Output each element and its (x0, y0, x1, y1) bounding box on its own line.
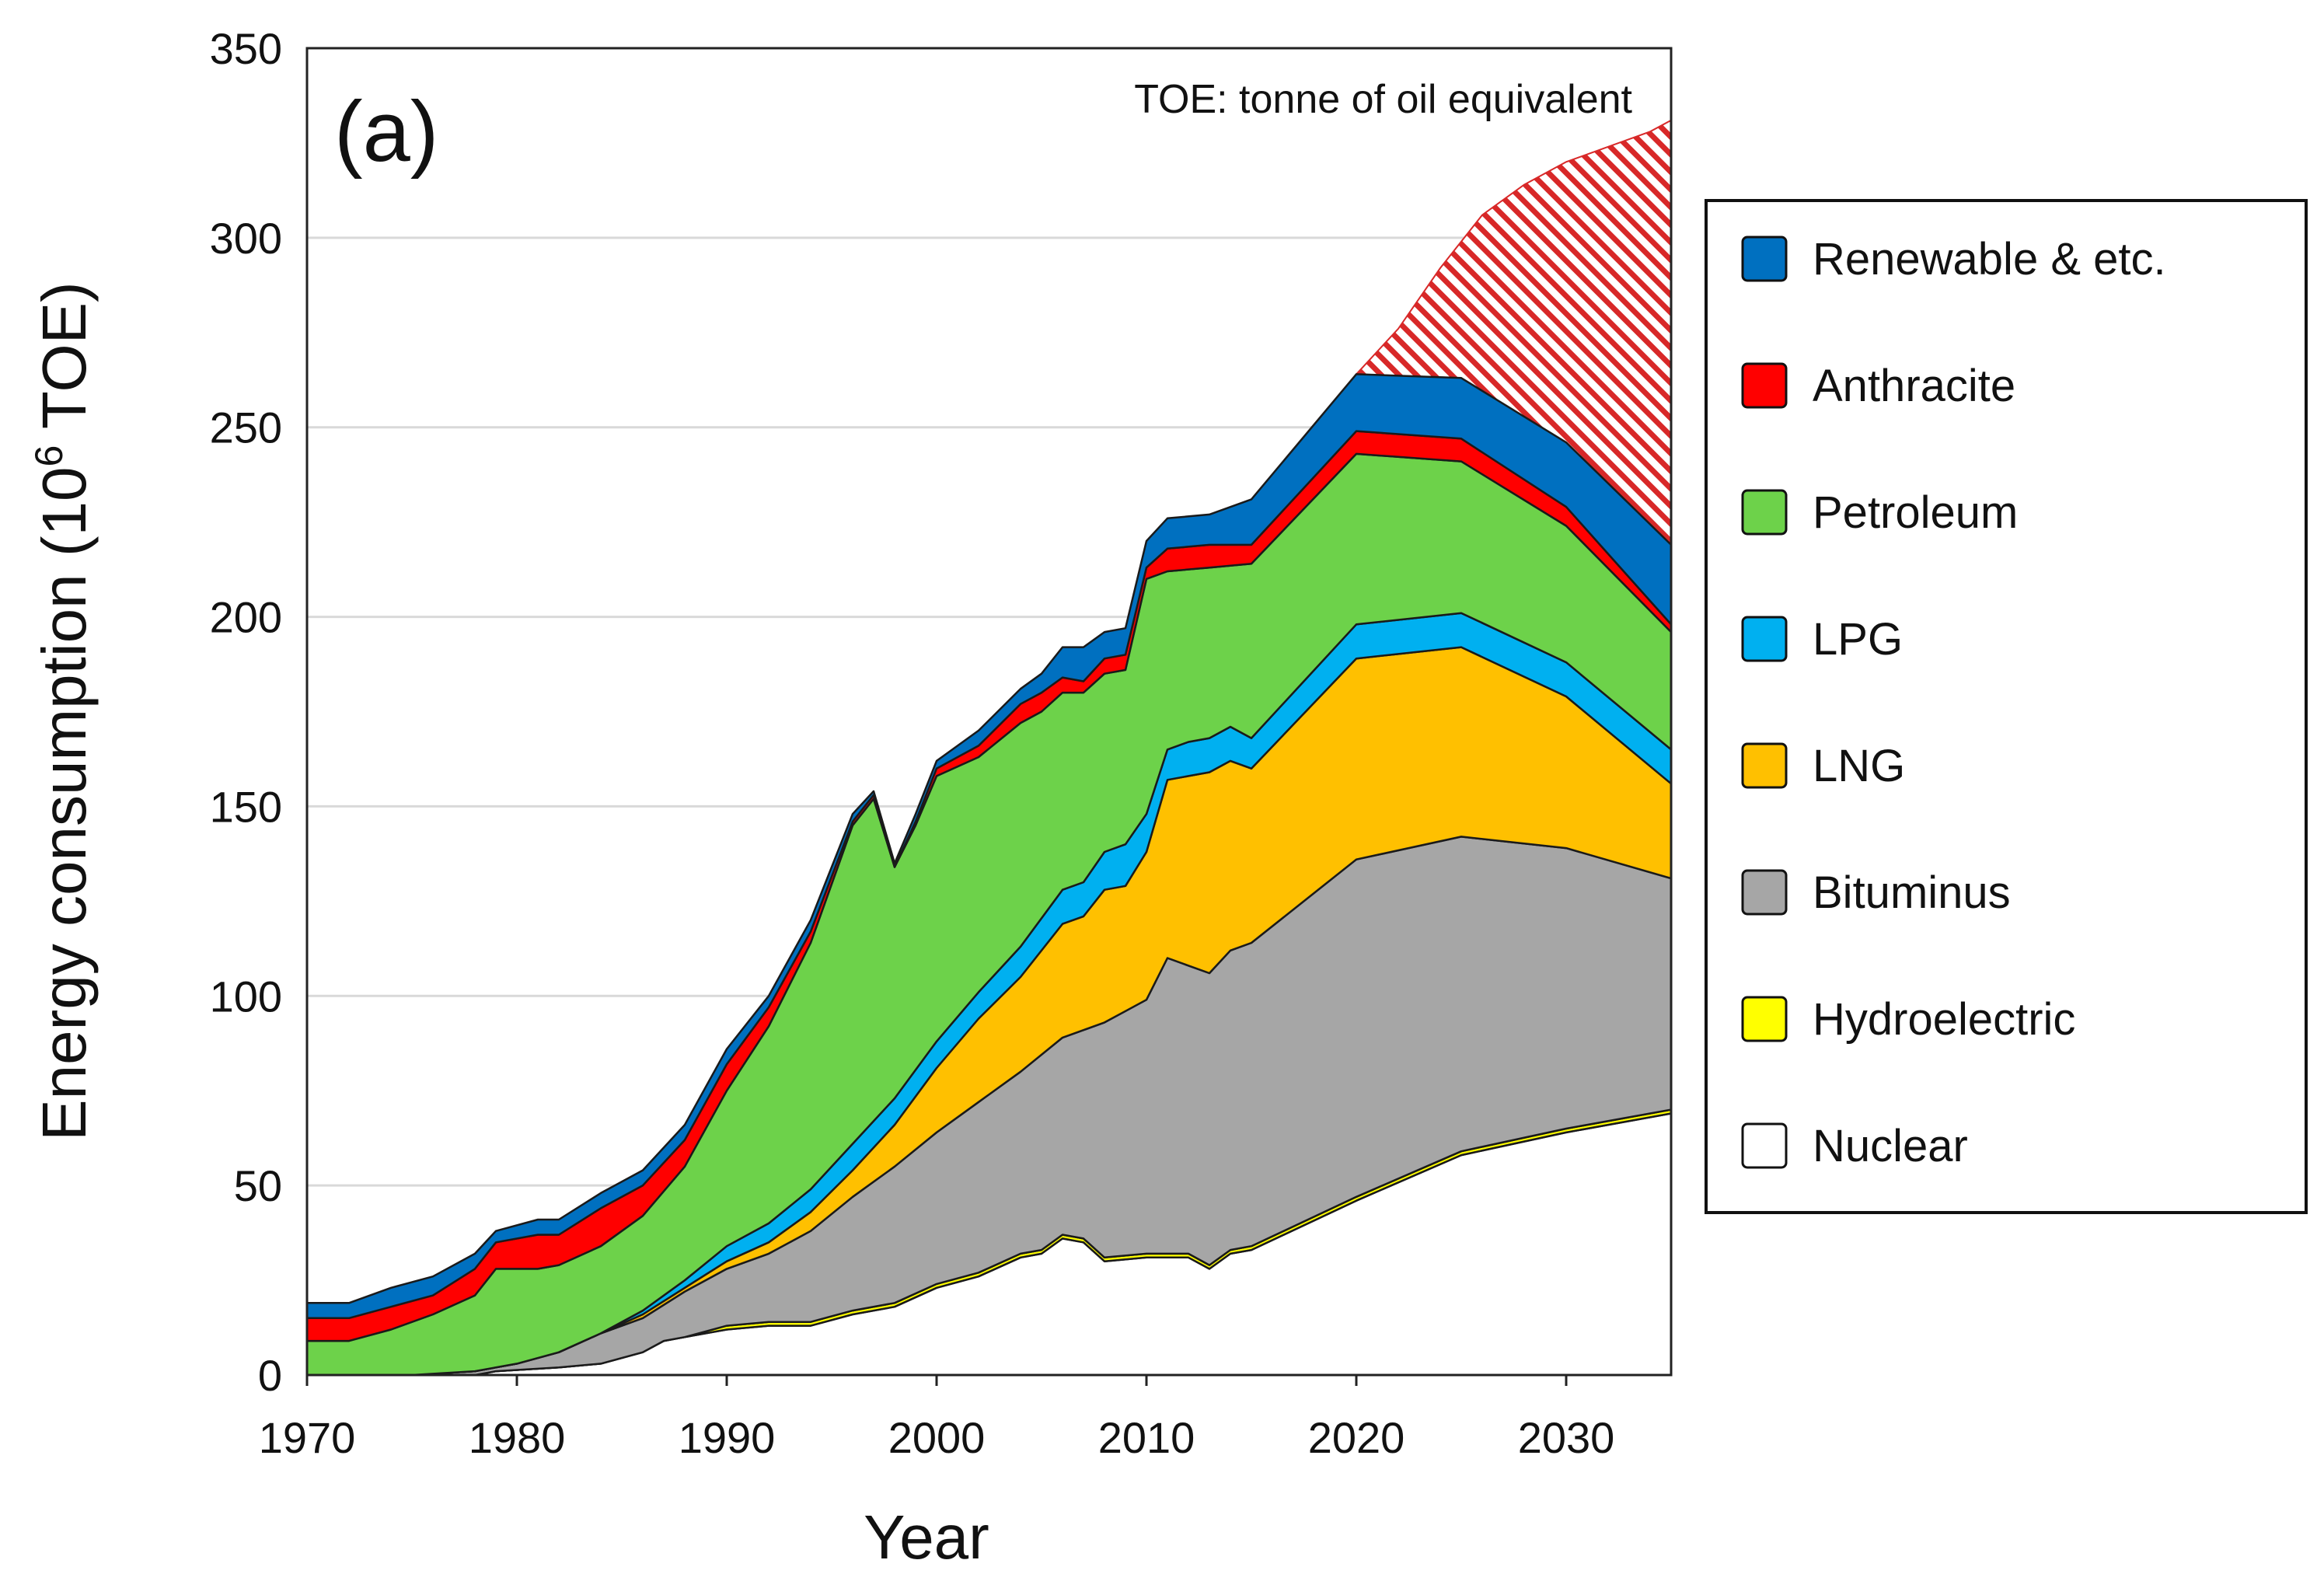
x-tick-2010: 2010 (1098, 1413, 1195, 1462)
plot-frame (305, 47, 1673, 1377)
y-tick-50: 50 (234, 1161, 282, 1210)
legend-box (1705, 199, 2308, 1214)
y-axis-title-tail: TOE) (30, 281, 99, 445)
x-tick-1970: 1970 (259, 1413, 356, 1462)
legend: Renewable & etc. Anthracite Petroleum LPG LN… (1705, 199, 2308, 1214)
area-renewable-etc (307, 373, 1671, 1320)
legend-swatch-lpg (1741, 616, 1788, 662)
legend-label-lpg: LPG (1813, 614, 1903, 665)
legend-swatch-hydroelectric (1741, 996, 1788, 1042)
x-tick-2020: 2020 (1308, 1413, 1405, 1462)
x-tick-labels: 1970 1980 1990 2000 2010 2020 2030 (259, 1375, 1615, 1462)
y-tick-100: 100 (210, 972, 282, 1021)
y-axis-title-main: Energy consumption (10 (30, 467, 99, 1141)
legend-label-nuclear: Nuclear (1813, 1121, 1968, 1171)
y-tick-200: 200 (210, 593, 282, 642)
y-tick-labels: 0 50 100 150 200 250 300 350 (210, 24, 282, 1400)
legend-swatch-lng (1741, 742, 1788, 789)
toe-note: TOE: tonne of oil equivalent (1134, 77, 1632, 122)
legend-label-hydroelectric: Hydroelectric (1813, 994, 2075, 1045)
legend-swatch-renewable-etc (1741, 236, 1788, 282)
stacked-areas (307, 119, 1671, 1375)
y-tick-250: 250 (210, 403, 282, 452)
y-tick-150: 150 (210, 782, 282, 831)
legend-swatch-petroleum (1741, 489, 1788, 536)
x-axis-title: Year (864, 1502, 989, 1572)
x-tick-1990: 1990 (679, 1413, 776, 1462)
x-tick-2000: 2000 (888, 1413, 986, 1462)
y-tick-300: 300 (210, 214, 282, 263)
y-axis-title-sup: 6 (27, 445, 71, 467)
legend-label-anthracite: Anthracite (1813, 361, 2015, 411)
legend-items: Renewable & etc. Anthracite Petroleum LPG LN… (1741, 234, 2166, 1171)
x-tick-1980: 1980 (469, 1413, 566, 1462)
panel-label: (a) (334, 84, 438, 180)
legend-swatch-bituminus (1741, 869, 1788, 916)
legend-label-petroleum: Petroleum (1813, 487, 2018, 538)
legend-swatch-nuclear (1741, 1122, 1788, 1169)
legend-label-renewable-etc: Renewable & etc. (1813, 234, 2166, 284)
y-tick-350: 350 (210, 24, 282, 73)
legend-label-lng: LNG (1813, 741, 1905, 791)
legend-label-bituminus: Bituminus (1813, 867, 2011, 918)
y-tick-0: 0 (258, 1351, 282, 1400)
legend-swatch-anthracite (1741, 362, 1788, 409)
x-tick-2030: 2030 (1518, 1413, 1615, 1462)
y-axis-title: Energy consumption (106 TOE) (27, 281, 99, 1140)
